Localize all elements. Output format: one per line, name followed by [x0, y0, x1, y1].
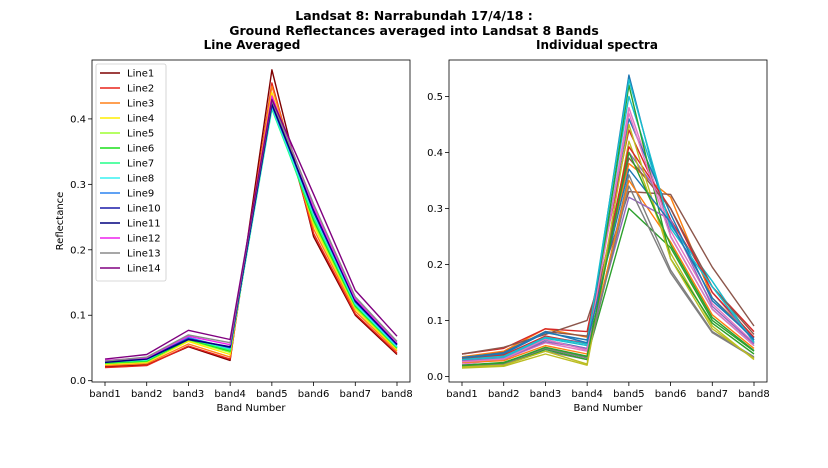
x-tick-label: band2 [131, 389, 163, 400]
x-axis-label: Band Number [573, 403, 643, 414]
x-tick-label: band7 [697, 389, 729, 400]
plot-frame [448, 59, 768, 383]
x-tick-label: band2 [488, 389, 520, 400]
legend-label: Line3 [127, 99, 154, 110]
series-line-18 [461, 185, 755, 366]
panel-title-individual-spectra: Individual spectra [536, 38, 658, 52]
x-tick-label: band1 [89, 389, 121, 400]
x-tick-label: band4 [214, 389, 246, 400]
legend-label: Line13 [127, 249, 161, 260]
x-tick-label: band6 [298, 389, 330, 400]
legend-label: Line9 [127, 189, 154, 200]
x-tick-label: band5 [613, 389, 645, 400]
legend-label: Line14 [127, 264, 161, 275]
y-tick-label: 0.4 [427, 148, 443, 159]
y-tick-label: 0.2 [427, 260, 443, 271]
legend-label: Line4 [127, 114, 154, 125]
x-tick-label: band4 [571, 389, 603, 400]
series-line-20 [461, 78, 755, 361]
series-line-19 [461, 123, 755, 368]
legend-label: Line5 [127, 129, 154, 140]
y-tick-label: 0.2 [70, 245, 86, 256]
legend: Line1 Line2 Line3 Line4 Line5 Line6 Line7 Line8… [95, 63, 167, 282]
y-tick-label: 0.3 [427, 204, 443, 215]
legend-label: Line1 [127, 69, 154, 80]
x-tick-label: band6 [655, 389, 687, 400]
series-line-17 [461, 112, 755, 363]
x-axis-ticks: band1 band2 band3 band4 band5 band6 band7 band8 [446, 382, 770, 400]
line-averaged-series-group [104, 69, 398, 369]
legend-label: Line8 [127, 174, 154, 185]
y-axis-ticks: 0.0 0.1 0.2 0.3 0.4 0.5 [427, 92, 449, 383]
legend-label: Line12 [127, 234, 161, 245]
x-tick-label: band5 [256, 389, 288, 400]
plot-frame [91, 59, 411, 383]
legend-label: Line6 [127, 144, 154, 155]
individual-spectra-panel: Individual spectra band1 band2 band3 band4 b… [427, 38, 770, 414]
x-axis-label: Band Number [216, 403, 286, 414]
series-line-12 [461, 179, 755, 364]
y-tick-label: 0.5 [427, 92, 443, 103]
x-tick-label: band8 [381, 389, 413, 400]
series-line-14 [104, 98, 398, 360]
x-tick-label: band7 [340, 389, 372, 400]
series-line-22 [461, 151, 755, 366]
line-averaged-panel: Line Averaged Line1Line2Line3Line4Line5L… [55, 38, 413, 414]
figure-title-line2: Ground Reflectances averaged into Landsa… [229, 23, 599, 38]
panel-title-line-averaged: Line Averaged [204, 38, 301, 52]
x-tick-label: band3 [530, 389, 562, 400]
legend-label: Line10 [127, 204, 161, 215]
legend-label: Line7 [127, 159, 154, 170]
figure-title-line1: Landsat 8: Narrabundah 17/4/18 : [295, 8, 533, 23]
individual-spectra-series-group [461, 74, 755, 369]
y-tick-label: 0.1 [70, 311, 86, 322]
y-tick-label: 0.0 [70, 376, 86, 387]
y-tick-label: 0.0 [427, 372, 443, 383]
y-tick-label: 0.4 [70, 114, 86, 125]
x-tick-label: band8 [738, 389, 770, 400]
y-tick-label: 0.1 [427, 316, 443, 327]
legend-label: Line11 [127, 219, 161, 230]
y-tick-label: 0.3 [70, 180, 86, 191]
legend-label: Line2 [127, 84, 154, 95]
x-tick-label: band3 [173, 389, 205, 400]
y-axis-label: Reflectance [55, 192, 66, 251]
x-axis-ticks: band1 band2 band3 band4 band5 band6 band7 band8 [89, 382, 413, 400]
y-axis-ticks: 0.0 0.1 0.2 0.3 0.4 [70, 114, 92, 387]
x-tick-label: band1 [446, 389, 478, 400]
